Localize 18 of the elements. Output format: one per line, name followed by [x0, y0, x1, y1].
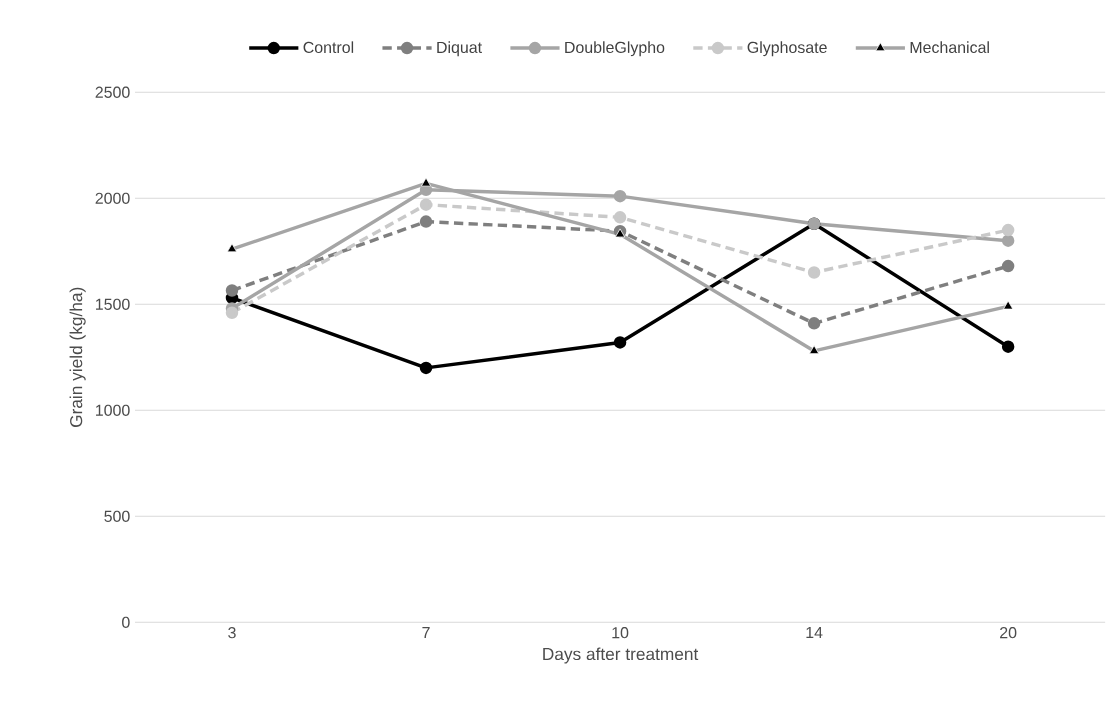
y-tick-label: 2500 [95, 86, 130, 98]
x-tick-label: 7 [422, 626, 430, 638]
y-axis-title: Grain yield (kg/ha) [69, 287, 86, 427]
legend-label: Control [303, 41, 354, 53]
x-axis-title: Days after treatment [543, 647, 699, 664]
legend-label: DoubleGlypho [565, 41, 665, 57]
y-tick-label: 1000 [96, 404, 130, 416]
x-tick-label: 10 [612, 626, 629, 639]
legend-label: Mechanical [910, 41, 989, 53]
y-tick-label: 0 [122, 616, 130, 628]
y-tick-label: 500 [104, 510, 130, 522]
x-tick-label: 3 [228, 626, 236, 639]
y-tick-label: 1500 [96, 298, 130, 310]
x-tick-label: 14 [806, 626, 823, 638]
legend-label: Diquat [437, 41, 482, 57]
y-tick-label: 2000 [95, 192, 130, 204]
legend-label: Glyphosate [747, 41, 827, 57]
x-tick-label: 20 [1000, 626, 1017, 639]
